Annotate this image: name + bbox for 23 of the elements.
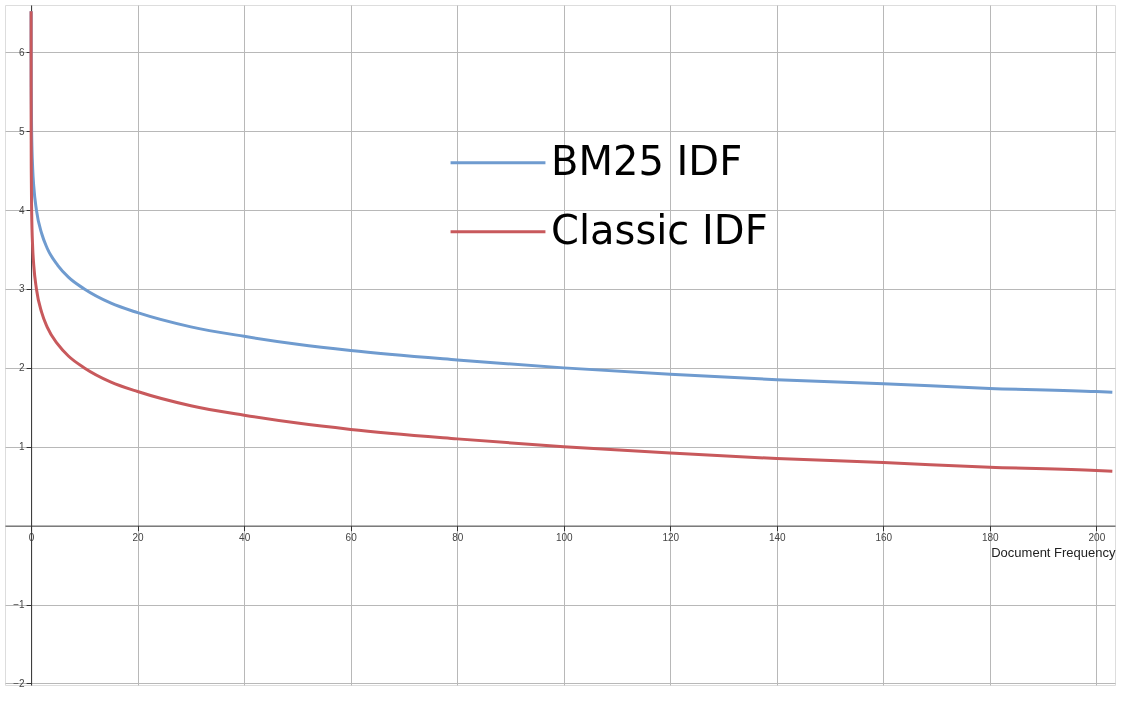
x-tick-label: 120: [662, 532, 680, 544]
legend-label: Classic IDF: [551, 206, 768, 253]
x-tick-label: 160: [875, 532, 893, 544]
x-tick-label: 40: [239, 532, 251, 544]
x-tick-label: 200: [1088, 532, 1106, 544]
x-axis-title: Document Frequency: [991, 545, 1116, 561]
x-tick-label: 140: [768, 532, 787, 544]
y-tick-label: −2: [13, 677, 26, 689]
y-tick-label: 5: [19, 125, 26, 137]
y-tick-label: −1: [13, 599, 26, 611]
line-series: [29, 9, 1114, 473]
x-tick-label: 20: [132, 532, 145, 544]
legend-label: BM25 IDF: [551, 137, 743, 184]
y-tick-label: 2: [19, 362, 26, 374]
x-tick-label: 180: [981, 532, 1000, 544]
y-tick-label: 3: [19, 283, 26, 295]
x-tick-label: 80: [452, 532, 464, 544]
x-tick-label: 0: [28, 532, 35, 544]
y-tick-label: 6: [19, 46, 26, 58]
y-tick-label: 1: [19, 441, 26, 453]
x-tick-label: 100: [555, 532, 574, 544]
y-tick-label: 4: [19, 204, 26, 216]
x-tick-label: 60: [345, 532, 358, 544]
